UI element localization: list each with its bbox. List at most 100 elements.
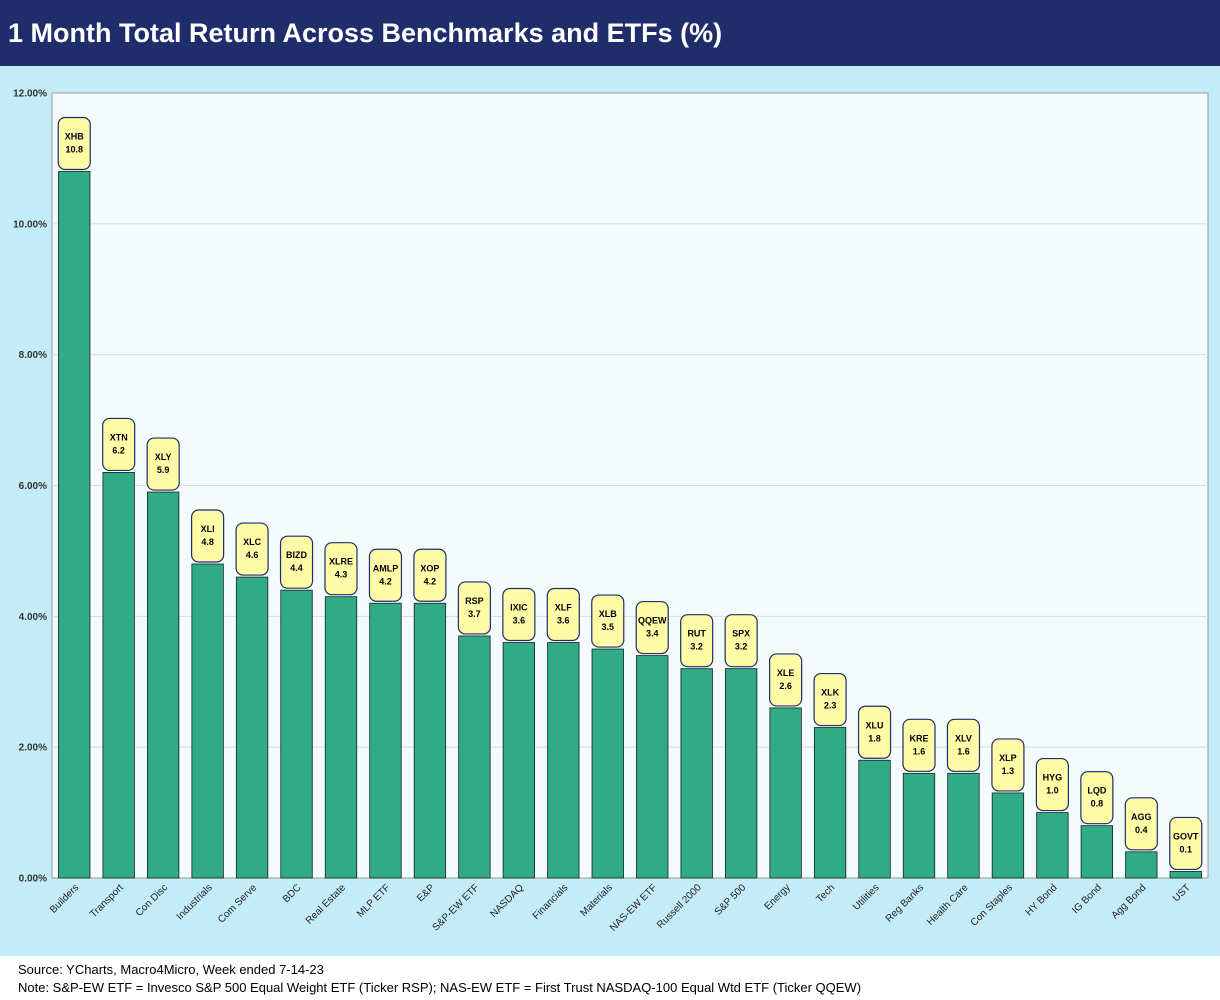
y-tick-label: 2.00% [19,743,47,754]
y-tick-label: 4.00% [19,612,47,623]
y-axis-tick-labels: 0.00% 2.00% 4.00% 6.00% 8.00% 10.00% 12.00% [13,89,47,885]
data-label-ticker: AMLP [373,563,399,573]
data-label-value: 1.8 [868,733,881,743]
data-label-box [502,587,536,642]
data-label-ticker: XOP [420,563,439,573]
x-axis-category-labels: Builders Transport Con Disc Industrials Com … [48,882,1193,934]
bar [947,772,980,879]
data-label-value: 4.4 [290,563,303,573]
bar [58,171,91,879]
bar [991,792,1025,879]
bar-chart: 0.00% 2.00% 4.00% 6.00% 8.00% 10.00% 12.00% Bu… [13,89,1209,934]
bars [58,171,1202,879]
x-tick-label: Con Staples [969,882,1015,928]
data-label-box [324,542,358,596]
x-tick-label: Real Estate [304,882,349,927]
x-tick-label: NASDAQ [488,882,526,920]
bar [502,642,535,879]
x-tick-label: Industrials [175,882,215,922]
data-label-ticker: BIZD [286,550,307,560]
data-label-box [279,535,314,589]
data-label-ticker: XLE [777,668,795,678]
data-label-box [1035,757,1069,812]
data-label-ticker: XTN [110,432,128,442]
data-label-value: 3.2 [690,642,703,652]
chart-panel: 0.00% 2.00% 4.00% 6.00% 8.00% 10.00% 12.00% Bu… [0,66,1220,956]
bar [547,642,580,879]
data-label-box [680,614,714,668]
x-tick-label: Utilities [851,882,882,913]
data-label-ticker: LQD [1087,786,1106,796]
data-label-value: 0.1 [1180,844,1193,854]
data-label-value: 4.6 [246,550,259,560]
data-label-box [1124,797,1158,851]
data-label-value: 0.8 [1091,799,1104,809]
data-label-ticker: XHB [65,132,85,142]
x-tick-label: HY Bond [1024,882,1060,918]
x-tick-label: MLP ETF [355,882,393,920]
data-label-value: 4.2 [424,576,437,586]
x-tick-label: NAS-EW ETF [608,882,659,933]
data-label-value: 3.6 [557,616,570,626]
data-label-ticker: XLV [955,733,972,743]
data-label-ticker: RSP [465,596,484,606]
bar [147,491,180,879]
data-label-value: 4.3 [335,570,348,580]
data-label-ticker: XLB [599,609,618,619]
bar [680,668,713,879]
bar [102,472,135,879]
y-tick-label: 10.00% [13,219,47,230]
bar [1125,851,1158,879]
bar [591,648,624,879]
data-label-box [769,653,803,707]
data-label-box [724,614,758,668]
data-label-value: 10.8 [65,145,83,155]
x-tick-label: Transport [88,882,126,920]
data-label-value: 3.7 [468,609,481,619]
x-tick-label: Com Serve [216,882,259,925]
data-label-box [146,437,180,491]
data-label-value: 3.4 [646,629,659,639]
bar [813,727,847,879]
data-label-value: 3.2 [735,642,748,652]
bar [725,668,758,879]
bar [769,707,802,879]
definition-note: Note: S&P-EW ETF = Invesco S&P 500 Equal… [18,980,862,995]
y-tick-label: 0.00% [19,874,47,885]
data-label-box [368,548,403,602]
x-tick-label: Reg Banks [884,882,926,924]
data-label-box [1080,771,1114,825]
data-label-ticker: XLK [821,688,840,698]
x-tick-label: E&P [415,882,437,904]
bar [902,772,936,879]
data-label-ticker: RUT [687,629,706,639]
data-label-ticker: XLP [999,753,1017,763]
x-tick-label: UST [1171,882,1193,904]
data-label-box [102,417,136,472]
bar [369,602,402,879]
bar [235,576,269,879]
data-label-box [191,509,225,563]
data-label-ticker: SPX [732,629,750,639]
data-label-box [413,548,447,602]
y-tick-label: 6.00% [19,481,47,492]
bar [1169,871,1202,879]
data-label-value: 1.0 [1046,786,1059,796]
footer: Source: YCharts, Macro4Micro, Week ended… [0,956,1220,1000]
data-label-ticker: AGG [1131,812,1152,822]
x-tick-label: Agg Bond [1110,882,1149,921]
x-tick-label: S&P 500 [713,882,749,918]
data-label-box [235,522,269,576]
data-label-ticker: XLRE [329,557,353,567]
data-label-box [57,116,91,171]
data-label-value: 1.3 [1002,766,1015,776]
bar [458,635,491,879]
bar [858,759,891,879]
bar [280,589,313,879]
data-label-box [1169,816,1203,871]
data-label-ticker: XLI [201,524,215,534]
data-label-value: 2.3 [824,701,837,711]
data-labels: XHB 10.8 XTN 6.2 XLY 5.9 XLI 4.8 XLC 4.6 BIZD 4.4 XL… [57,116,1203,871]
data-label-value: 1.6 [913,746,926,756]
data-label-ticker: HYG [1043,773,1063,783]
